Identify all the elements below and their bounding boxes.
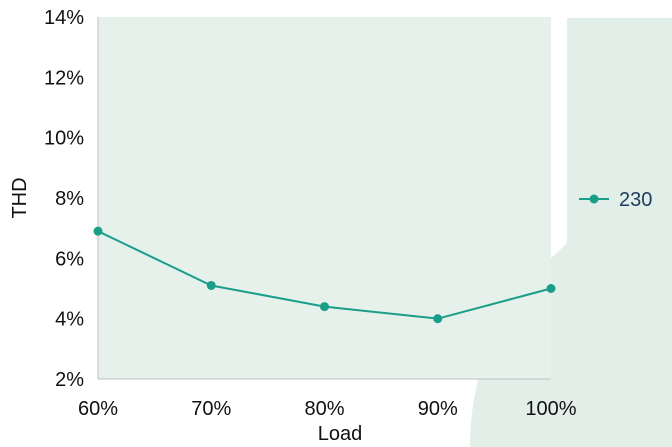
legend-point-marker: [589, 194, 599, 204]
y-tick-labels: 2% 4% 6% 8% 10% 12% 14%: [44, 7, 84, 391]
y-tick-label: 10%: [44, 128, 84, 150]
y-tick-label: 14%: [44, 7, 84, 29]
plot-background: [98, 17, 551, 379]
y-tick-label: 6%: [55, 248, 84, 270]
x-tick-labels: 60% 70% 80% 90% 100%: [78, 398, 577, 420]
x-tick-label: 100%: [525, 398, 576, 420]
x-tick-label: 60%: [78, 398, 118, 420]
legend-label: 230: [619, 189, 652, 211]
data-point-60pct: [93, 226, 103, 236]
y-axis-title: THD: [9, 177, 31, 218]
x-axis-title: Load: [318, 423, 363, 445]
x-tick-label: 70%: [191, 398, 231, 420]
y-tick-label: 8%: [55, 188, 84, 210]
legend: 230: [579, 189, 652, 211]
data-point-100pct: [546, 284, 556, 293]
y-tick-label: 4%: [55, 309, 84, 331]
x-tick-label: 90%: [418, 398, 458, 420]
y-tick-label: 12%: [44, 67, 84, 89]
data-point-80pct: [320, 302, 329, 312]
data-point-70pct: [206, 280, 216, 290]
y-tick-label: 2%: [55, 369, 84, 391]
data-point-90pct: [433, 314, 443, 324]
x-tick-label: 80%: [304, 398, 344, 420]
series-230: [93, 226, 556, 324]
